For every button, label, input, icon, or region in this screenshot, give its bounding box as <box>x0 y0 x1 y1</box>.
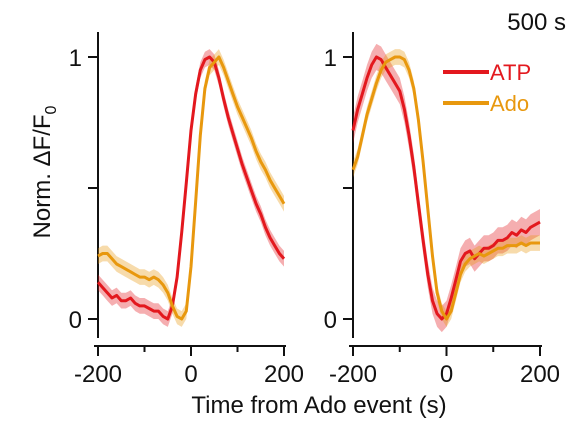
y-axis-title: Norm. ΔF/F0 <box>29 105 60 238</box>
series-line-ado <box>97 55 286 321</box>
series-line-atp <box>96 55 286 321</box>
x-tick-label: -200 <box>74 361 122 388</box>
series-band-atp <box>353 43 540 333</box>
y-tick-label: 1 <box>324 45 337 72</box>
legend: ATP Ado <box>443 60 531 116</box>
panel-time-label: 500 s <box>507 9 566 36</box>
series-line-ado <box>351 55 540 321</box>
y-tick-label: 0 <box>324 307 337 334</box>
x-tick-label: 200 <box>264 361 304 388</box>
y-axis-title-subscript: 0 <box>43 105 60 114</box>
panel-left: 0 1 -200 0 200 <box>69 32 304 388</box>
x-tick-label: -200 <box>329 361 377 388</box>
series-band-ado <box>98 49 284 327</box>
y-tick-label: 0 <box>69 307 82 334</box>
legend-label-ado: Ado <box>490 91 529 116</box>
series-band-atp <box>98 49 284 327</box>
x-tick-label: 0 <box>184 361 197 388</box>
x-axis-title: Time from Ado event (s) <box>191 392 446 419</box>
series-band-ado <box>353 49 540 327</box>
x-tick-label: 0 <box>440 361 453 388</box>
y-axis-title-main: Norm. ΔF/F <box>29 114 56 238</box>
y-tick-label: 1 <box>69 45 82 72</box>
x-tick-label: 200 <box>520 361 560 388</box>
panel-right: 0 1 -200 0 200 <box>324 32 560 388</box>
legend-label-atp: ATP <box>490 60 531 85</box>
